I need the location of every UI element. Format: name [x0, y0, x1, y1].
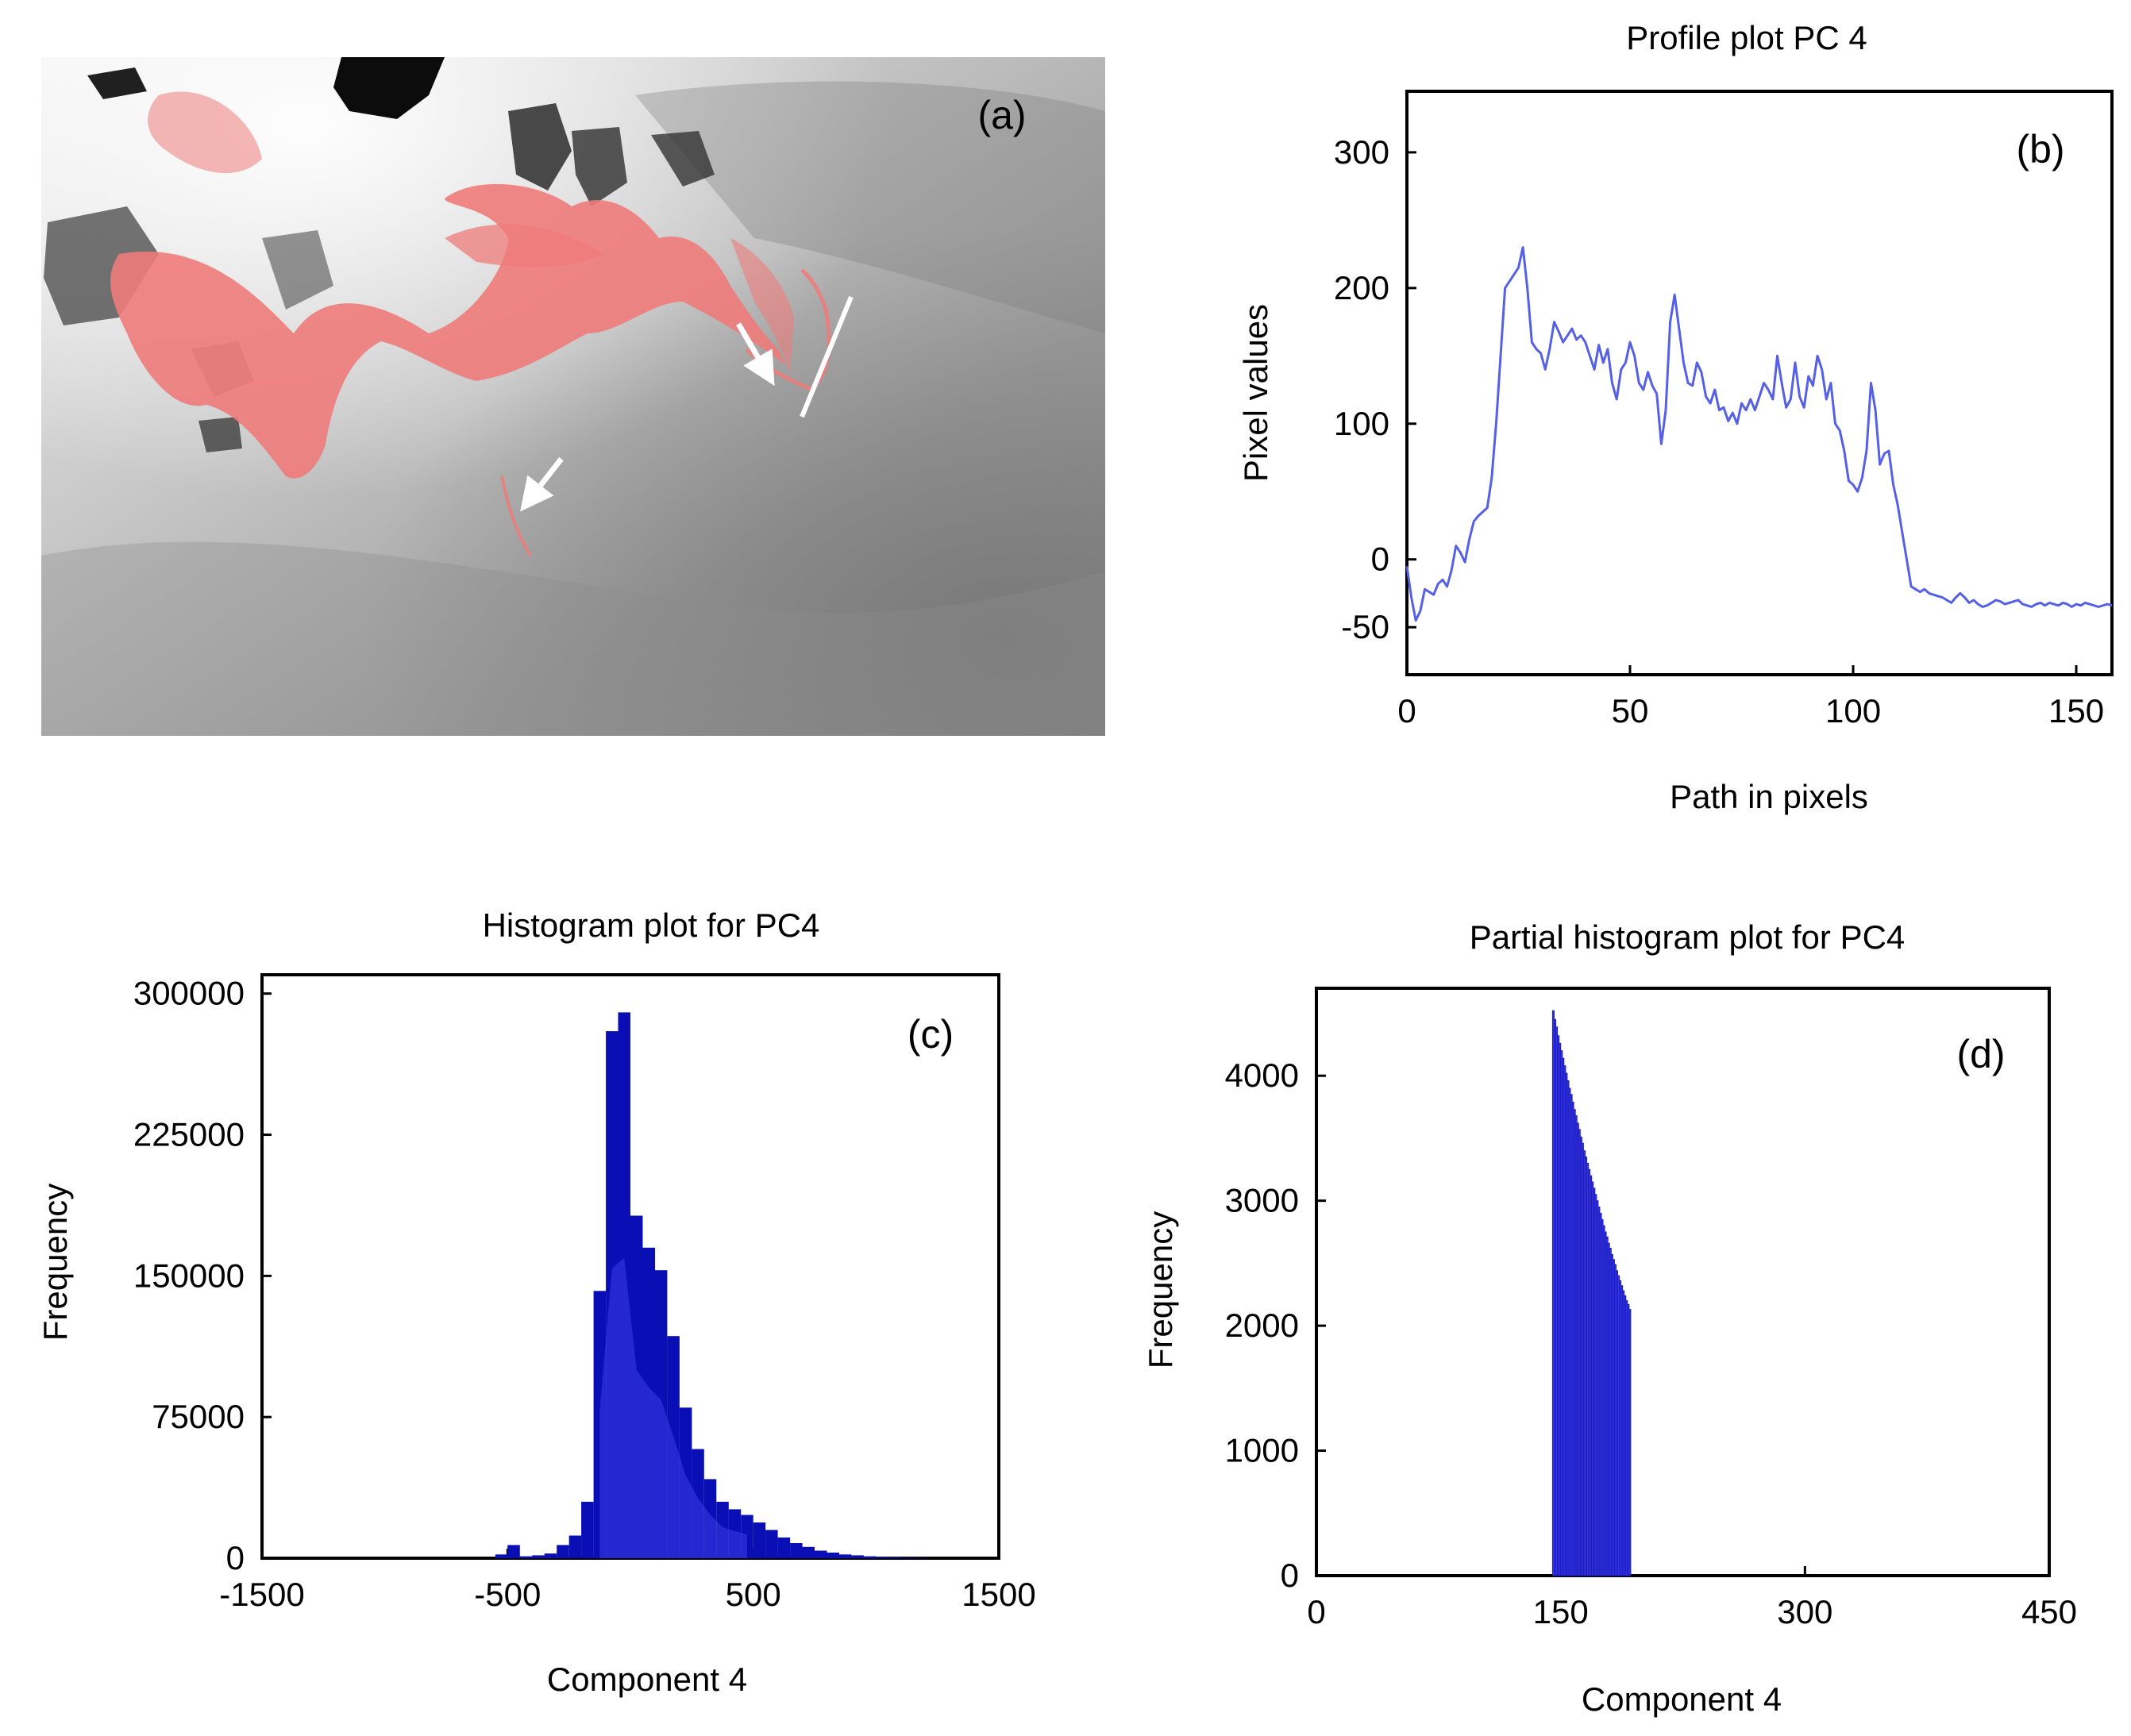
island	[508, 103, 572, 191]
histogram-bar	[1628, 1309, 1632, 1576]
island	[572, 127, 627, 206]
histogram-bar	[888, 1557, 901, 1558]
x-axis-label: Component 4	[547, 1661, 747, 1698]
histogram-bar	[557, 1545, 569, 1558]
histogram-bar	[827, 1552, 839, 1558]
chart-title: Partial histogram plot for PC4	[1470, 918, 1906, 956]
histogram-density-overlay	[599, 1257, 747, 1558]
histogram-bar	[777, 1537, 791, 1558]
histogram-bar	[519, 1556, 533, 1558]
histogram-bar	[568, 1535, 582, 1558]
histogram-bar	[838, 1554, 852, 1558]
profile-plot-panel: Profile plot PC 4 (b) Path in pixels Pix…	[1237, 19, 2114, 815]
x-tick-label: 0	[1307, 1593, 1325, 1630]
oil-slick-mask	[110, 183, 787, 479]
y-tick-label: 75000	[152, 1398, 245, 1435]
island	[651, 131, 715, 187]
oil-slick-mask	[445, 224, 603, 268]
y-tick-label: 0	[226, 1539, 245, 1576]
profile-line	[1405, 246, 2113, 622]
x-axis-label: Path in pixels	[1670, 778, 1868, 815]
histogram-bar	[581, 1501, 594, 1558]
x-tick-label: -1500	[219, 1576, 304, 1613]
island	[198, 417, 242, 452]
satellite-image-panel: (a)	[41, 57, 1105, 736]
x-tick-label: 150	[1533, 1593, 1589, 1630]
x-tick-label: 450	[2021, 1593, 2077, 1630]
histogram-bar	[544, 1553, 557, 1558]
line-series	[1405, 246, 2113, 622]
chart-title: Histogram plot for PC4	[483, 906, 820, 944]
x-tick-label: 500	[726, 1576, 781, 1613]
x-axis-label: Component 4	[1582, 1680, 1782, 1718]
y-axis-label: Frequency	[1142, 1211, 1179, 1368]
y-tick-label: 2000	[1225, 1307, 1299, 1344]
histogram-bar	[753, 1522, 766, 1558]
histogram-bar	[912, 1557, 926, 1558]
arrow-icon	[520, 456, 564, 512]
partial-histogram-panel: Partial histogram plot for PC4 (d) Compo…	[1142, 918, 2077, 1718]
oil-slick-mask	[730, 238, 794, 373]
axis-ticks: 0 50 100 150 -50 0 100 200 300	[1334, 133, 2104, 729]
sea-shade-patch	[635, 81, 1105, 333]
histogram-bar	[863, 1556, 877, 1558]
histogram-bar	[802, 1546, 815, 1558]
y-tick-label: -50	[1341, 608, 1389, 645]
island	[262, 230, 333, 310]
x-tick-label: 300	[1777, 1593, 1832, 1630]
oil-streak	[745, 268, 831, 391]
x-tick-label: -500	[474, 1576, 541, 1613]
panel-a-label: (a)	[977, 93, 1026, 137]
y-tick-label: 0	[1281, 1557, 1299, 1594]
histogram-bar	[876, 1557, 888, 1558]
land-mass	[87, 67, 147, 99]
x-tick-label: 1500	[961, 1576, 1035, 1613]
oil-streak	[500, 475, 532, 557]
y-tick-label: 150000	[133, 1257, 245, 1294]
x-tick-label: 100	[1825, 692, 1881, 729]
histogram-bar	[790, 1543, 803, 1558]
histogram-bar	[495, 1554, 508, 1558]
panel-c-label: (c)	[908, 1012, 954, 1057]
histogram-bar	[815, 1550, 827, 1558]
plot-frame	[1315, 987, 2051, 1577]
histogram-bar	[765, 1530, 778, 1558]
land-mass	[333, 57, 445, 119]
y-tick-label: 4000	[1225, 1057, 1299, 1094]
histogram-bars	[1551, 1010, 1632, 1576]
panel-b-label: (b)	[2016, 127, 2064, 171]
y-axis-label: Frequency	[37, 1184, 74, 1341]
y-tick-label: 225000	[133, 1116, 245, 1153]
histogram-bar	[851, 1555, 864, 1558]
histogram-bar	[532, 1555, 545, 1558]
oil-slick-mask	[148, 91, 262, 174]
y-tick-label: 1000	[1225, 1432, 1299, 1469]
panel-d-label: (d)	[1956, 1032, 2005, 1076]
histogram-bar	[507, 1545, 520, 1558]
histogram-bars	[495, 1012, 926, 1558]
arrow-icon	[735, 322, 775, 387]
y-axis-label: Pixel values	[1237, 304, 1274, 482]
x-tick-label: 0	[1397, 692, 1416, 729]
y-tick-label: 300000	[133, 975, 245, 1012]
axis-ticks: 0 150 300 450 0 1000 2000 3000 4000	[1225, 1057, 2077, 1630]
y-tick-label: 100	[1334, 405, 1389, 442]
y-tick-label: 300	[1334, 133, 1389, 171]
histogram-panel: Histogram plot for PC4 (c) Component 4 F…	[37, 906, 1036, 1698]
axis-ticks: -1500 -500 500 1500 0 75000 150000 225000 300000	[133, 975, 1036, 1613]
plot-frame	[1405, 90, 2114, 676]
histogram-bar	[900, 1557, 913, 1558]
sea-shade-patch	[41, 541, 1105, 736]
chart-title: Profile plot PC 4	[1626, 19, 1867, 56]
y-tick-label: 200	[1334, 269, 1389, 306]
x-tick-label: 50	[1612, 692, 1649, 729]
y-tick-label: 0	[1371, 541, 1389, 578]
x-tick-label: 150	[2048, 692, 2104, 729]
profile-transect-line	[800, 295, 854, 418]
y-tick-label: 3000	[1225, 1182, 1299, 1219]
